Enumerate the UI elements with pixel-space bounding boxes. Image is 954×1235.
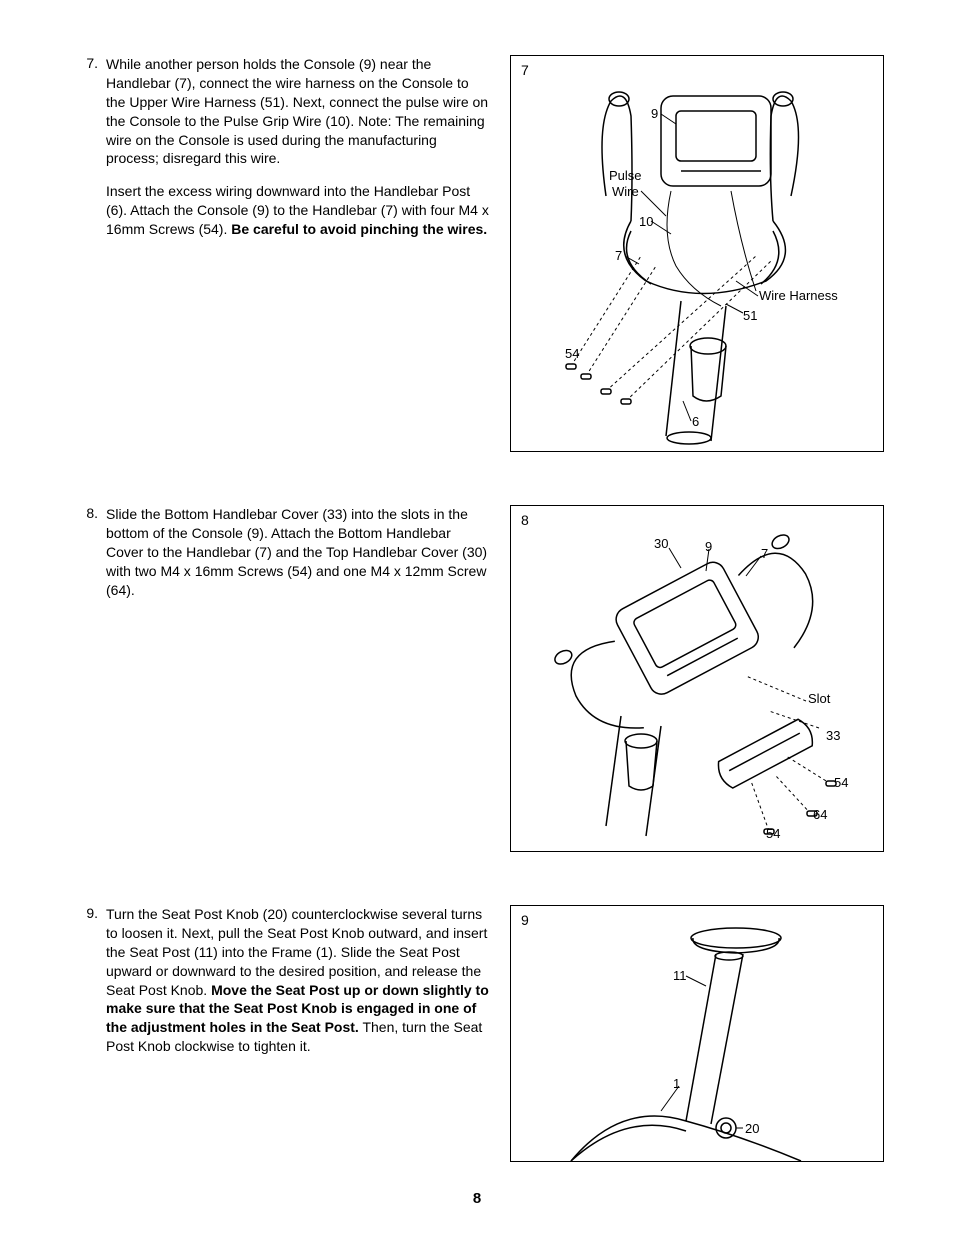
step-7-body: While another person holds the Console (… xyxy=(106,55,490,253)
fig9-label-11: 11 xyxy=(673,968,687,983)
fig7-label-6: 6 xyxy=(692,414,699,429)
fig8-label-30: 30 xyxy=(654,536,668,551)
step-7-number: 7. xyxy=(70,55,106,253)
step-8-para-1: Slide the Bottom Handlebar Cover (33) in… xyxy=(106,505,490,599)
fig7-label-wireharness: Wire Harness xyxy=(759,288,838,303)
figure-9: 9 xyxy=(510,905,884,1162)
figure-7-col: 7 xyxy=(490,55,884,452)
step-9-number: 9. xyxy=(70,905,106,1070)
fig8-label-33: 33 xyxy=(826,728,840,743)
step-7-row: 7. While another person holds the Consol… xyxy=(70,55,884,475)
figure-7-svg xyxy=(511,56,881,451)
fig9-label-20: 20 xyxy=(745,1121,759,1136)
figure-8-svg xyxy=(511,506,881,851)
fig9-label-1: 1 xyxy=(673,1076,680,1091)
figure-8: 8 xyxy=(510,505,884,852)
step-8-number: 8. xyxy=(70,505,106,613)
fig8-label-54b: 54 xyxy=(766,826,780,841)
fig8-label-64: 64 xyxy=(813,807,827,822)
fig7-label-9: 9 xyxy=(651,106,658,121)
fig8-label-slot: Slot xyxy=(808,691,830,706)
manual-page: 7. While another person holds the Consol… xyxy=(0,0,954,1235)
step-9-text: 9. Turn the Seat Post Knob (20) counterc… xyxy=(70,905,490,1070)
step-7-para-2: Insert the excess wiring downward into t… xyxy=(106,182,490,239)
figure-9-col: 9 xyxy=(490,905,884,1162)
fig7-label-10: 10 xyxy=(639,214,653,229)
fig8-label-54a: 54 xyxy=(834,775,848,790)
figure-7: 7 xyxy=(510,55,884,452)
figure-8-col: 8 xyxy=(490,505,884,852)
step-7-text: 7. While another person holds the Consol… xyxy=(70,55,490,253)
fig8-label-9: 9 xyxy=(705,539,712,554)
step-9-para-1: Turn the Seat Post Knob (20) countercloc… xyxy=(106,905,490,1056)
page-number: 8 xyxy=(0,1190,954,1207)
fig7-label-pulse: Pulse xyxy=(609,168,642,183)
step-8-row: 8. Slide the Bottom Handlebar Cover (33)… xyxy=(70,505,884,875)
fig7-label-wire: Wire xyxy=(612,184,639,199)
step-7-para-1: While another person holds the Console (… xyxy=(106,55,490,168)
step-9-row: 9. Turn the Seat Post Knob (20) counterc… xyxy=(70,905,884,1162)
figure-9-svg xyxy=(511,906,881,1161)
step-8-body: Slide the Bottom Handlebar Cover (33) in… xyxy=(106,505,490,613)
step-8-text: 8. Slide the Bottom Handlebar Cover (33)… xyxy=(70,505,490,613)
fig7-label-51: 51 xyxy=(743,308,757,323)
fig8-label-7: 7 xyxy=(761,546,768,561)
fig7-label-7: 7 xyxy=(615,248,622,263)
fig7-label-54: 54 xyxy=(565,346,579,361)
step-9-body: Turn the Seat Post Knob (20) countercloc… xyxy=(106,905,490,1070)
